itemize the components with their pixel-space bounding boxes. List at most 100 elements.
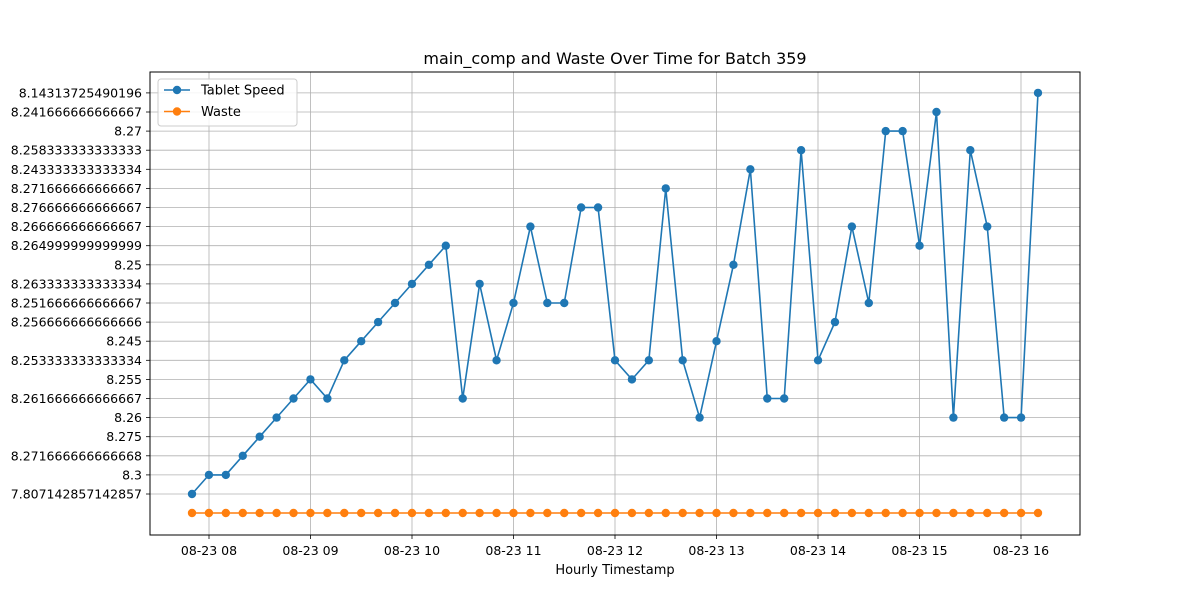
- data-point: [221, 508, 231, 518]
- y-axis-ticks: 7.807142857142857 8.3 8.271666666666668 8.2…: [11, 85, 150, 502]
- chart-title: main_comp and Waste Over Time for Batch …: [423, 49, 806, 69]
- data-point: [695, 413, 704, 422]
- data-point: [323, 508, 332, 518]
- legend-entry: Tablet Speed: [164, 84, 285, 99]
- x-tick-label: 08-23 11: [485, 543, 541, 558]
- data-point: [390, 508, 400, 518]
- data-point: [695, 508, 704, 518]
- data-point: [407, 508, 417, 518]
- data-point: [661, 184, 670, 193]
- data-point: [644, 356, 654, 365]
- data-point: [627, 375, 637, 384]
- data-point: [813, 508, 823, 518]
- legend-marker: [172, 107, 182, 116]
- data-point: [627, 508, 637, 518]
- x-tick-label: 08-23 16: [993, 543, 1049, 558]
- data-point: [1033, 88, 1043, 98]
- data-point: [932, 107, 941, 117]
- data-point: [780, 394, 789, 403]
- data-point: [864, 508, 873, 518]
- x-tick-label: 08-23 13: [688, 543, 744, 558]
- data-point: [289, 508, 298, 518]
- data-point: [576, 508, 586, 518]
- data-point: [610, 508, 620, 518]
- data-point: [763, 394, 772, 403]
- legend-box: [157, 78, 298, 127]
- data-point: [357, 508, 366, 518]
- data-point: [458, 394, 467, 403]
- data-point: [780, 508, 789, 518]
- x-tick-label: 08-23 12: [587, 543, 643, 558]
- data-point: [593, 508, 603, 518]
- data-point: [898, 126, 907, 136]
- data-point: [864, 298, 873, 308]
- legend: Tablet Speed Waste: [157, 78, 298, 127]
- data-point: [526, 508, 535, 518]
- data-point: [966, 508, 975, 518]
- data-point: [949, 508, 958, 518]
- data-point: [915, 508, 924, 518]
- data-point: [272, 508, 281, 518]
- data-point: [221, 470, 231, 480]
- grid-layer: [150, 72, 1080, 535]
- legend-entry: Waste: [164, 105, 241, 120]
- y-tick-label: 8.264999999999999: [11, 238, 142, 253]
- data-point: [999, 508, 1009, 518]
- data-point: [712, 508, 721, 518]
- y-tick-label: 8.256666666666666: [11, 315, 142, 330]
- data-point: [407, 279, 417, 289]
- y-tick-label: 7.807142857142857: [11, 487, 142, 502]
- data-point: [560, 508, 569, 518]
- data-point: [373, 317, 383, 327]
- data-point: [475, 279, 484, 289]
- data-point: [593, 203, 603, 212]
- data-point: [204, 508, 214, 518]
- data-point: [1016, 508, 1026, 518]
- data-point: [255, 432, 264, 441]
- x-tick-label: 08-23 15: [891, 543, 947, 558]
- data-point: [238, 451, 247, 460]
- data-point: [509, 508, 518, 518]
- data-point: [661, 508, 670, 518]
- data-point: [949, 413, 958, 422]
- data-point: [983, 508, 992, 518]
- y-tick-label: 8.266666666666667: [11, 219, 142, 234]
- data-point: [983, 222, 992, 231]
- data-point: [576, 203, 586, 212]
- data-point: [492, 356, 501, 365]
- data-point: [560, 298, 569, 308]
- legend-marker: [172, 85, 182, 95]
- data-point: [340, 356, 349, 365]
- data-point: [187, 508, 197, 518]
- x-axis-ticks: 08-23 08 08-23 09 08-23 10 08-23 11 08-23 12…: [181, 535, 1049, 558]
- data-point: [424, 508, 434, 518]
- data-point: [390, 298, 400, 308]
- legend-label: Tablet Speed: [200, 84, 285, 99]
- y-tick-label: 8.255: [106, 372, 142, 387]
- data-point: [543, 508, 552, 518]
- data-point: [847, 222, 857, 231]
- x-axis-label: Hourly Timestamp: [555, 563, 674, 578]
- data-point: [238, 508, 247, 518]
- y-tick-label: 8.261666666666667: [11, 391, 142, 406]
- data-point: [729, 508, 738, 518]
- data-point: [373, 508, 383, 518]
- y-tick-label: 8.258333333333333: [11, 143, 142, 158]
- data-point: [966, 146, 975, 155]
- data-point: [424, 260, 434, 269]
- data-point: [441, 508, 450, 518]
- series-tablet-speed: [187, 88, 1043, 499]
- data-point: [272, 413, 281, 422]
- data-point: [509, 298, 518, 308]
- y-tick-label: 8.251666666666667: [11, 296, 142, 311]
- data-point: [340, 508, 349, 518]
- data-point: [678, 508, 687, 518]
- data-point: [999, 413, 1009, 422]
- data-point: [915, 241, 924, 250]
- y-tick-label: 8.245: [106, 334, 142, 349]
- data-point: [492, 508, 501, 518]
- y-tick-label: 8.263333333333334: [11, 276, 142, 291]
- data-point: [898, 508, 907, 518]
- data-point: [932, 508, 941, 518]
